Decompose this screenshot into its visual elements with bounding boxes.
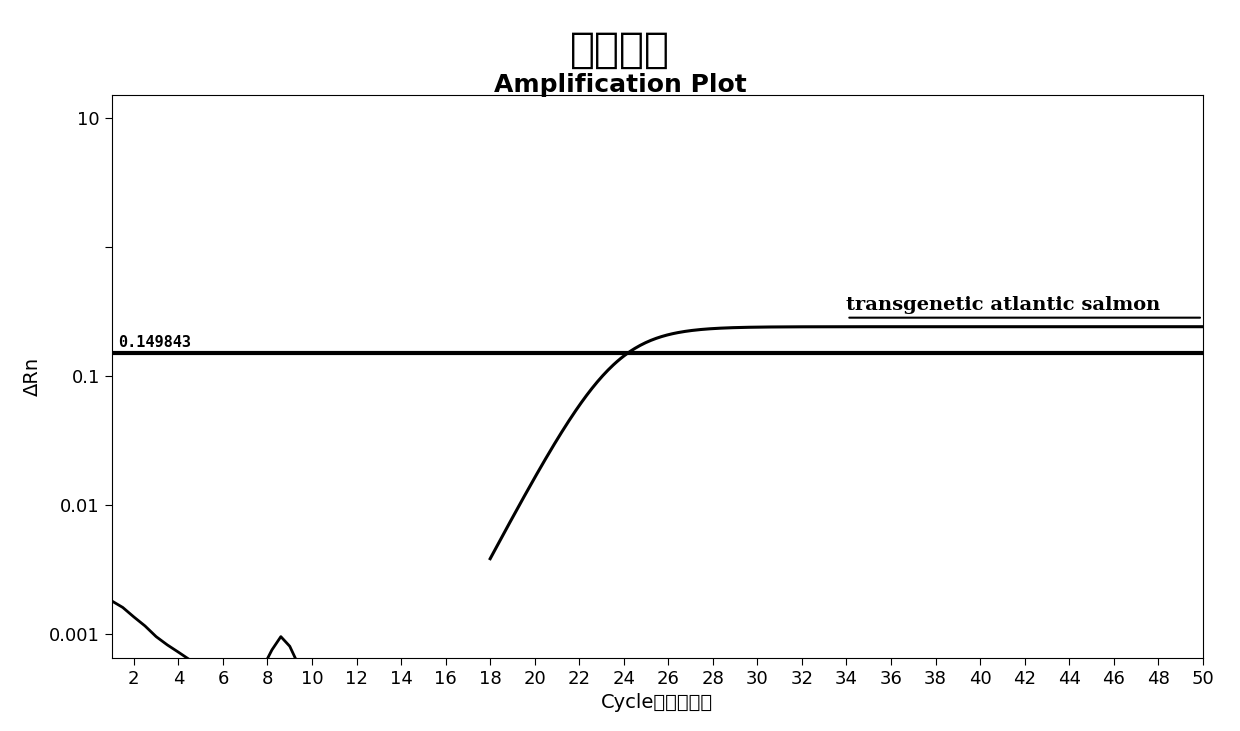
Text: 0.149843: 0.149843 [118, 336, 191, 350]
X-axis label: Cycle（循环数）: Cycle（循环数） [601, 693, 713, 712]
Text: 扩增图谱: 扩增图谱 [570, 29, 670, 71]
Y-axis label: ΔRn: ΔRn [24, 357, 42, 396]
Text: transgenetic atlantic salmon: transgenetic atlantic salmon [847, 296, 1161, 314]
Text: Amplification Plot: Amplification Plot [494, 73, 746, 97]
